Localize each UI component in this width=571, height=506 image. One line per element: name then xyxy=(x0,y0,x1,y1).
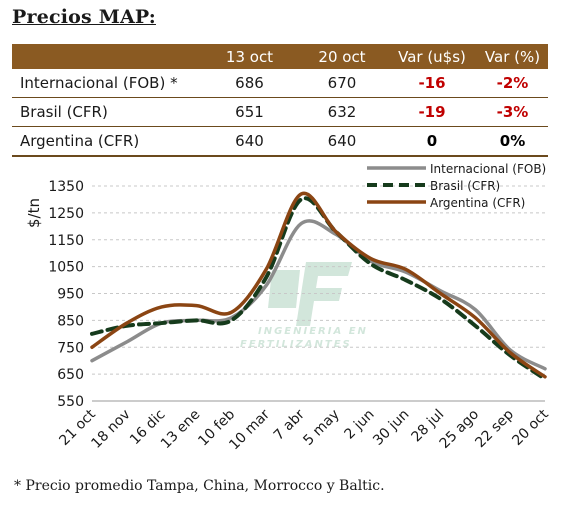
x-tick-label: 30 jun xyxy=(370,407,412,449)
row-value-20oct: 632 xyxy=(297,97,387,127)
table-header-row: 13 oct 20 oct Var (u$s) Var (%) xyxy=(12,44,548,69)
series-line-2 xyxy=(90,191,547,379)
legend: Internacional (FOB) Brasil (CFR) Argentina… xyxy=(367,162,546,210)
header-name xyxy=(12,44,202,69)
x-tick-label: 5 may xyxy=(300,407,342,449)
y-tick-label: 950 xyxy=(57,287,84,303)
header-var-abs: Var (u$s) xyxy=(387,44,477,69)
row-var-abs: -19 xyxy=(387,97,477,127)
legend-label-2: Argentina (CFR) xyxy=(430,196,525,210)
row-var-abs: 0 xyxy=(387,126,477,157)
x-tick-label: 25 ago xyxy=(437,407,482,452)
row-name: Internacional (FOB) * xyxy=(12,69,202,98)
y-tick-label: 1350 xyxy=(48,179,84,195)
watermark-line2: FERTILIZANTES xyxy=(240,339,352,350)
legend-label-1: Brasil (CFR) xyxy=(430,179,500,193)
row-name: Argentina (CFR) xyxy=(12,126,202,157)
legend-label-0: Internacional (FOB) xyxy=(430,162,546,176)
y-tick-label: 550 xyxy=(57,394,84,410)
x-tick-label: 20 oct xyxy=(509,406,552,449)
row-value-13oct: 651 xyxy=(202,97,297,127)
watermark-logo: INGENIERIA EN FERTILIZANTES xyxy=(240,262,368,350)
y-tick-label: 650 xyxy=(57,367,84,383)
row-value-13oct: 686 xyxy=(202,69,297,98)
row-var-abs: -16 xyxy=(387,69,477,98)
row-var-pct: -2% xyxy=(477,69,548,98)
header-var-pct: Var (%) xyxy=(477,44,548,69)
row-value-20oct: 670 xyxy=(297,69,387,98)
price-table: 13 oct 20 oct Var (u$s) Var (%) Internac… xyxy=(12,44,548,157)
header-20oct: 20 oct xyxy=(297,44,387,69)
watermark-line1: INGENIERIA EN xyxy=(258,326,368,337)
y-tick-label: 1150 xyxy=(48,233,84,249)
series-line-1 xyxy=(90,196,547,381)
row-var-pct: 0% xyxy=(477,126,548,157)
table-row: Argentina (CFR) 640 640 0 0% xyxy=(12,126,548,157)
y-tick-label: 1050 xyxy=(48,260,84,276)
x-tick-label: 22 sep xyxy=(472,406,517,451)
table-row: Internacional (FOB) * 686 670 -16 -2% xyxy=(12,69,548,98)
series-group xyxy=(90,191,547,381)
row-name: Brasil (CFR) xyxy=(12,97,202,127)
y-axis: 1350 1250 1150 1050 950 850 750 650 550 xyxy=(48,179,545,410)
row-value-20oct: 640 xyxy=(297,126,387,157)
y-tick-label: 1250 xyxy=(48,206,84,222)
header-13oct: 13 oct xyxy=(202,44,297,69)
footnote: * Precio promedio Tampa, China, Morrocco… xyxy=(14,478,385,494)
line-chart: INGENIERIA EN FERTILIZANTES $/tn 1350 125… xyxy=(25,162,552,453)
page-title: Precios MAP: xyxy=(12,6,156,28)
row-var-pct: -3% xyxy=(477,97,548,127)
x-tick-label: 13 ene xyxy=(158,407,204,453)
y-tick-label: 850 xyxy=(57,313,84,329)
x-tick-label: 18 nov xyxy=(88,407,133,452)
table-row: Brasil (CFR) 651 632 -19 -3% xyxy=(12,97,548,127)
row-value-13oct: 640 xyxy=(202,126,297,157)
y-axis-label: $/tn xyxy=(25,198,43,228)
y-tick-label: 750 xyxy=(57,340,84,356)
